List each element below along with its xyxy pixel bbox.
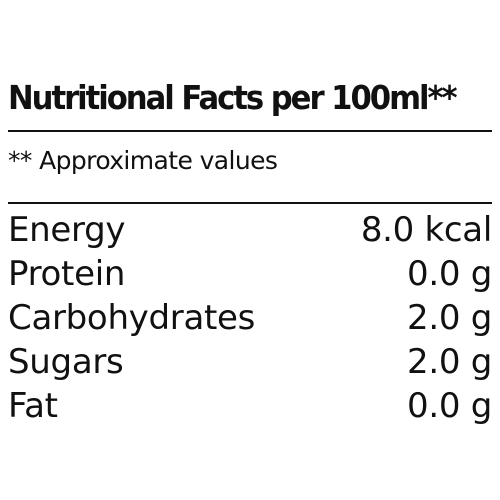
row-sugars: Sugars 2.0 g (8, 340, 492, 384)
nutrient-value: 2.0 g (407, 342, 492, 382)
nutrient-label: Protein (8, 254, 126, 294)
row-fat: Fat 0.0 g (8, 384, 492, 428)
nutrient-value: 2.0 g (407, 298, 492, 338)
row-carbohydrates: Carbohydrates 2.0 g (8, 296, 492, 340)
nutrient-label: Fat (8, 386, 58, 426)
nutrition-rows: Energy 8.0 kcal Protein 0.0 g Carbohydra… (8, 208, 492, 428)
row-protein: Protein 0.0 g (8, 252, 492, 296)
nutrition-title: Nutritional Facts per 100ml** (8, 78, 458, 117)
approximate-values-note: ** Approximate values (8, 146, 278, 175)
top-divider (8, 130, 492, 132)
nutrient-value: 0.0 g (407, 254, 492, 294)
nutrient-label: Sugars (8, 342, 124, 382)
bottom-divider (8, 202, 492, 204)
row-energy: Energy 8.0 kcal (8, 208, 492, 252)
nutrient-label: Energy (8, 210, 126, 250)
nutrient-label: Carbohydrates (8, 298, 256, 338)
nutrition-facts-panel: Nutritional Facts per 100ml** ** Approxi… (8, 78, 492, 426)
nutrient-value: 8.0 kcal (360, 210, 492, 250)
nutrient-value: 0.0 g (407, 386, 492, 426)
